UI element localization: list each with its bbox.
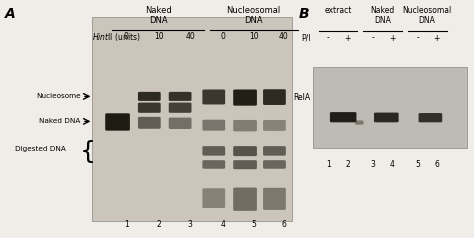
Text: -: - (372, 34, 374, 43)
Bar (313, 67, 467, 148)
FancyBboxPatch shape (263, 146, 286, 156)
FancyBboxPatch shape (138, 92, 161, 101)
Text: P/I: P/I (301, 34, 310, 43)
Text: RelA: RelA (293, 93, 310, 102)
FancyBboxPatch shape (233, 146, 257, 156)
Text: 3: 3 (371, 160, 375, 169)
FancyBboxPatch shape (169, 103, 191, 113)
FancyBboxPatch shape (330, 112, 356, 122)
Bar (92, 17, 292, 221)
Text: }: } (74, 137, 90, 161)
Text: A: A (5, 7, 16, 21)
FancyBboxPatch shape (419, 113, 442, 122)
FancyBboxPatch shape (105, 113, 130, 131)
FancyBboxPatch shape (202, 146, 225, 156)
Text: Naked
DNA: Naked DNA (370, 6, 395, 25)
FancyBboxPatch shape (355, 120, 364, 125)
Text: $\mathit{Hint}$II (units): $\mathit{Hint}$II (units) (92, 31, 141, 43)
Text: B: B (299, 7, 309, 21)
Text: 4: 4 (221, 220, 226, 229)
Text: Nucleosome: Nucleosome (36, 93, 81, 99)
Text: 0: 0 (124, 32, 128, 41)
Text: -: - (327, 34, 330, 43)
FancyBboxPatch shape (169, 92, 191, 101)
FancyBboxPatch shape (233, 89, 257, 106)
FancyBboxPatch shape (374, 113, 399, 122)
FancyBboxPatch shape (202, 160, 225, 169)
FancyBboxPatch shape (202, 89, 225, 104)
FancyBboxPatch shape (138, 103, 161, 113)
FancyBboxPatch shape (202, 120, 225, 131)
Text: Digested DNA: Digested DNA (16, 146, 66, 152)
FancyBboxPatch shape (169, 118, 191, 129)
Text: Nucleosomal
DNA: Nucleosomal DNA (227, 6, 281, 25)
Text: Nucleosomal
DNA: Nucleosomal DNA (402, 6, 452, 25)
Text: 1: 1 (326, 160, 331, 169)
Text: Naked DNA: Naked DNA (39, 118, 81, 124)
Text: +: + (389, 34, 395, 43)
Text: 1: 1 (124, 220, 128, 229)
Text: 5: 5 (415, 160, 420, 169)
Text: 2: 2 (345, 160, 350, 169)
Text: 5: 5 (252, 220, 256, 229)
Text: -: - (416, 34, 419, 43)
Text: 40: 40 (185, 32, 195, 41)
FancyBboxPatch shape (138, 117, 161, 129)
FancyBboxPatch shape (202, 188, 225, 208)
Text: 6: 6 (282, 220, 286, 229)
Text: 10: 10 (249, 32, 259, 41)
FancyBboxPatch shape (263, 120, 286, 131)
Text: 0: 0 (221, 32, 226, 41)
Text: Naked
DNA: Naked DNA (145, 6, 172, 25)
Text: 4: 4 (390, 160, 394, 169)
Text: 40: 40 (279, 32, 289, 41)
Text: 6: 6 (434, 160, 439, 169)
Text: 10: 10 (155, 32, 164, 41)
Text: extract: extract (324, 6, 352, 15)
FancyBboxPatch shape (233, 160, 257, 169)
Text: 3: 3 (188, 220, 192, 229)
Text: +: + (344, 34, 351, 43)
FancyBboxPatch shape (233, 120, 257, 131)
Text: 2: 2 (157, 220, 162, 229)
FancyBboxPatch shape (263, 188, 286, 210)
FancyBboxPatch shape (233, 188, 257, 211)
Text: +: + (433, 34, 440, 43)
FancyBboxPatch shape (263, 89, 286, 105)
FancyBboxPatch shape (263, 160, 286, 169)
